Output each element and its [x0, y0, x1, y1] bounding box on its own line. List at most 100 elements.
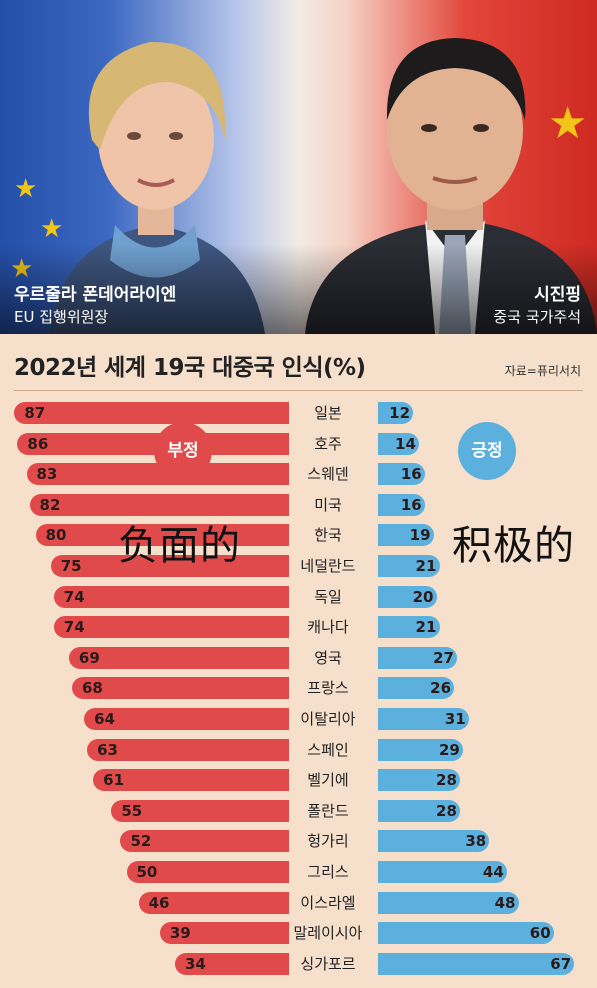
value-label-positive: 16 [400, 465, 422, 483]
bar-positive [378, 616, 440, 638]
country-label: 캐나다 [307, 618, 349, 636]
value-label-positive: 29 [438, 741, 460, 759]
bar-negative [17, 433, 289, 455]
bar-positive [378, 861, 507, 883]
bar-negative [68, 647, 289, 669]
value-label-negative: 82 [39, 496, 61, 514]
bar-positive [378, 402, 414, 424]
bar-positive [378, 769, 461, 791]
left-person-name: 우르줄라 폰데어라이엔 [14, 285, 177, 305]
bar-positive [378, 586, 437, 608]
overlay-negative-text: 负面的 [118, 523, 241, 569]
overlay-positive-text: 积极的 [452, 523, 575, 569]
legend-negative-badge: 부정 [154, 422, 212, 480]
value-label-positive: 27 [433, 649, 454, 667]
bar-negative [53, 586, 289, 608]
bar-positive [378, 922, 554, 944]
value-label-positive: 67 [550, 955, 572, 973]
bar-negative [174, 953, 289, 975]
bar-negative [26, 463, 289, 485]
bar-positive [378, 708, 469, 730]
title-divider [14, 390, 583, 391]
value-label-negative: 63 [97, 741, 118, 759]
value-label-negative: 74 [63, 588, 85, 606]
bar-positive [378, 739, 463, 761]
country-label: 독일 [314, 588, 342, 606]
bar-positive [378, 677, 455, 699]
bar-negative [111, 800, 289, 822]
value-label-negative: 68 [81, 679, 103, 697]
value-label-positive: 21 [415, 618, 437, 636]
bar-negative [84, 708, 289, 730]
value-label-positive: 44 [482, 863, 504, 881]
bar-negative [138, 892, 289, 914]
photo-banner: ★ ★ ★ ★ 우르줄라 폰데어라이엔 EU 집행위원장 시진핑 중국 국가주석 [0, 0, 597, 334]
eu-flag-star-icon: ★ [14, 174, 38, 204]
chart-title: 2022년 세계 19국 대중국 인식(%) [14, 355, 366, 381]
bar-positive [378, 524, 434, 546]
value-label-negative: 52 [130, 832, 152, 850]
value-label-negative: 50 [136, 863, 158, 881]
value-label-negative: 46 [148, 894, 170, 912]
country-label: 한국 [314, 526, 342, 544]
eu-flag-star-icon: ★ [40, 214, 64, 244]
bar-negative [14, 402, 289, 424]
bar-positive [378, 647, 458, 669]
value-label-positive: 21 [415, 557, 437, 575]
country-label: 프랑스 [307, 679, 349, 697]
value-label-negative: 34 [184, 955, 206, 973]
right-person-role: 중국 국가주석 [493, 308, 581, 326]
bar-negative [93, 769, 289, 791]
country-label: 그리스 [307, 863, 349, 881]
country-label: 일본 [314, 404, 342, 422]
country-label: 이탈리아 [300, 710, 356, 728]
bar-positive [378, 555, 440, 577]
bar-positive [378, 800, 461, 822]
bar-negative [50, 555, 289, 577]
value-label-negative: 87 [24, 404, 46, 422]
value-label-positive: 38 [465, 832, 487, 850]
value-label-positive: 14 [395, 435, 416, 453]
bar-positive [378, 463, 425, 485]
bar-negative [35, 524, 289, 546]
country-label: 영국 [314, 649, 342, 667]
value-label-positive: 28 [436, 771, 457, 789]
value-label-positive: 20 [412, 588, 434, 606]
bar-positive [378, 892, 519, 914]
country-label: 네덜란드 [300, 557, 356, 575]
bar-negative [53, 616, 289, 638]
country-label: 폴란드 [307, 802, 349, 820]
value-label-positive: 31 [444, 710, 466, 728]
country-label: 미국 [314, 496, 342, 514]
value-label-negative: 55 [121, 802, 143, 820]
country-label: 말레이시아 [293, 924, 363, 942]
country-label: 스페인 [307, 741, 349, 759]
bar-negative [159, 922, 289, 944]
country-label: 호주 [314, 435, 342, 453]
legend-positive-badge: 긍정 [458, 422, 516, 480]
value-label-positive: 28 [436, 802, 457, 820]
bar-positive [378, 494, 425, 516]
country-label: 벨기에 [307, 771, 349, 789]
value-label-negative: 39 [169, 924, 191, 942]
value-label-negative: 74 [63, 618, 85, 636]
value-label-positive: 26 [430, 679, 452, 697]
value-label-positive: 48 [494, 894, 516, 912]
country-label: 헝가리 [307, 832, 349, 850]
country-label: 싱가포르 [300, 955, 356, 973]
value-label-negative: 69 [78, 649, 100, 667]
bar-positive [378, 830, 490, 852]
value-label-negative: 61 [103, 771, 125, 789]
value-label-negative: 80 [45, 526, 67, 544]
value-label-negative: 64 [94, 710, 115, 728]
value-label-negative: 83 [36, 465, 58, 483]
bar-negative [126, 861, 289, 883]
caption-shade [0, 244, 597, 334]
bar-positive [378, 433, 420, 455]
value-label-negative: 86 [27, 435, 49, 453]
value-label-positive: 60 [529, 924, 551, 942]
chart-source: 자료=퓨리서치 [504, 364, 581, 378]
right-person-name: 시진핑 [534, 285, 581, 305]
country-label: 스웨덴 [307, 465, 349, 483]
left-person-role: EU 집행위원장 [14, 308, 109, 326]
